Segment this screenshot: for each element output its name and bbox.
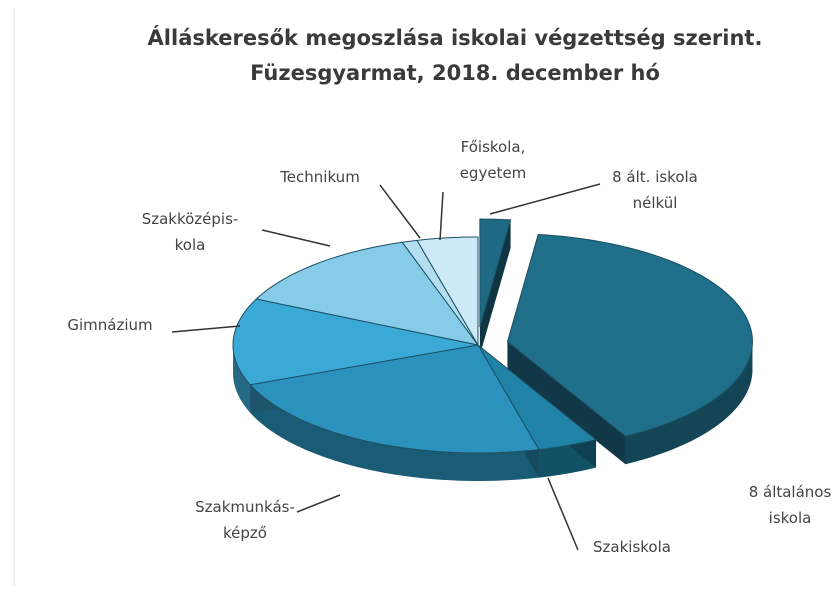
- slice-side: [233, 345, 251, 413]
- leader-line: [547, 477, 579, 551]
- leader-line: [489, 183, 601, 215]
- slice: [477, 344, 598, 451]
- chart-subtitle: Füzesgyarmat, 2018. december hó: [250, 61, 660, 85]
- leader-line: [171, 325, 241, 333]
- slice: [255, 241, 480, 346]
- slice-label: Gimnázium: [67, 316, 152, 334]
- slice: [506, 233, 753, 437]
- chart-title: Álláskeresők megoszlása iskolai végzetts…: [148, 25, 763, 50]
- slice: [416, 236, 479, 347]
- slice-side: [250, 384, 539, 481]
- leader-line: [296, 494, 341, 513]
- slice-label: Technikum: [279, 168, 360, 186]
- slice-label: 8 ált. iskola: [612, 168, 698, 186]
- slice-label: nélkül: [633, 194, 678, 212]
- leader-line: [439, 191, 444, 241]
- leader-line: [261, 229, 331, 247]
- slice-label: Főiskola,: [461, 138, 526, 156]
- slice: [249, 344, 540, 454]
- slice-label: képző: [223, 524, 267, 542]
- slice: [232, 298, 479, 386]
- slice-cut: [479, 219, 511, 356]
- slice-label: Szakiskola: [593, 538, 671, 556]
- slice-label: Szakmunkás-: [195, 498, 295, 516]
- slice-label: iskola: [769, 509, 812, 527]
- slice-label: Szakközépis-: [142, 210, 239, 228]
- slice-cut: [507, 341, 626, 465]
- slice: [479, 218, 512, 328]
- slice-label: kola: [175, 236, 206, 254]
- slice-label: egyetem: [460, 164, 527, 182]
- slice-label: 8 általános: [749, 483, 832, 501]
- leader-line: [379, 184, 421, 239]
- slice-side: [625, 341, 753, 465]
